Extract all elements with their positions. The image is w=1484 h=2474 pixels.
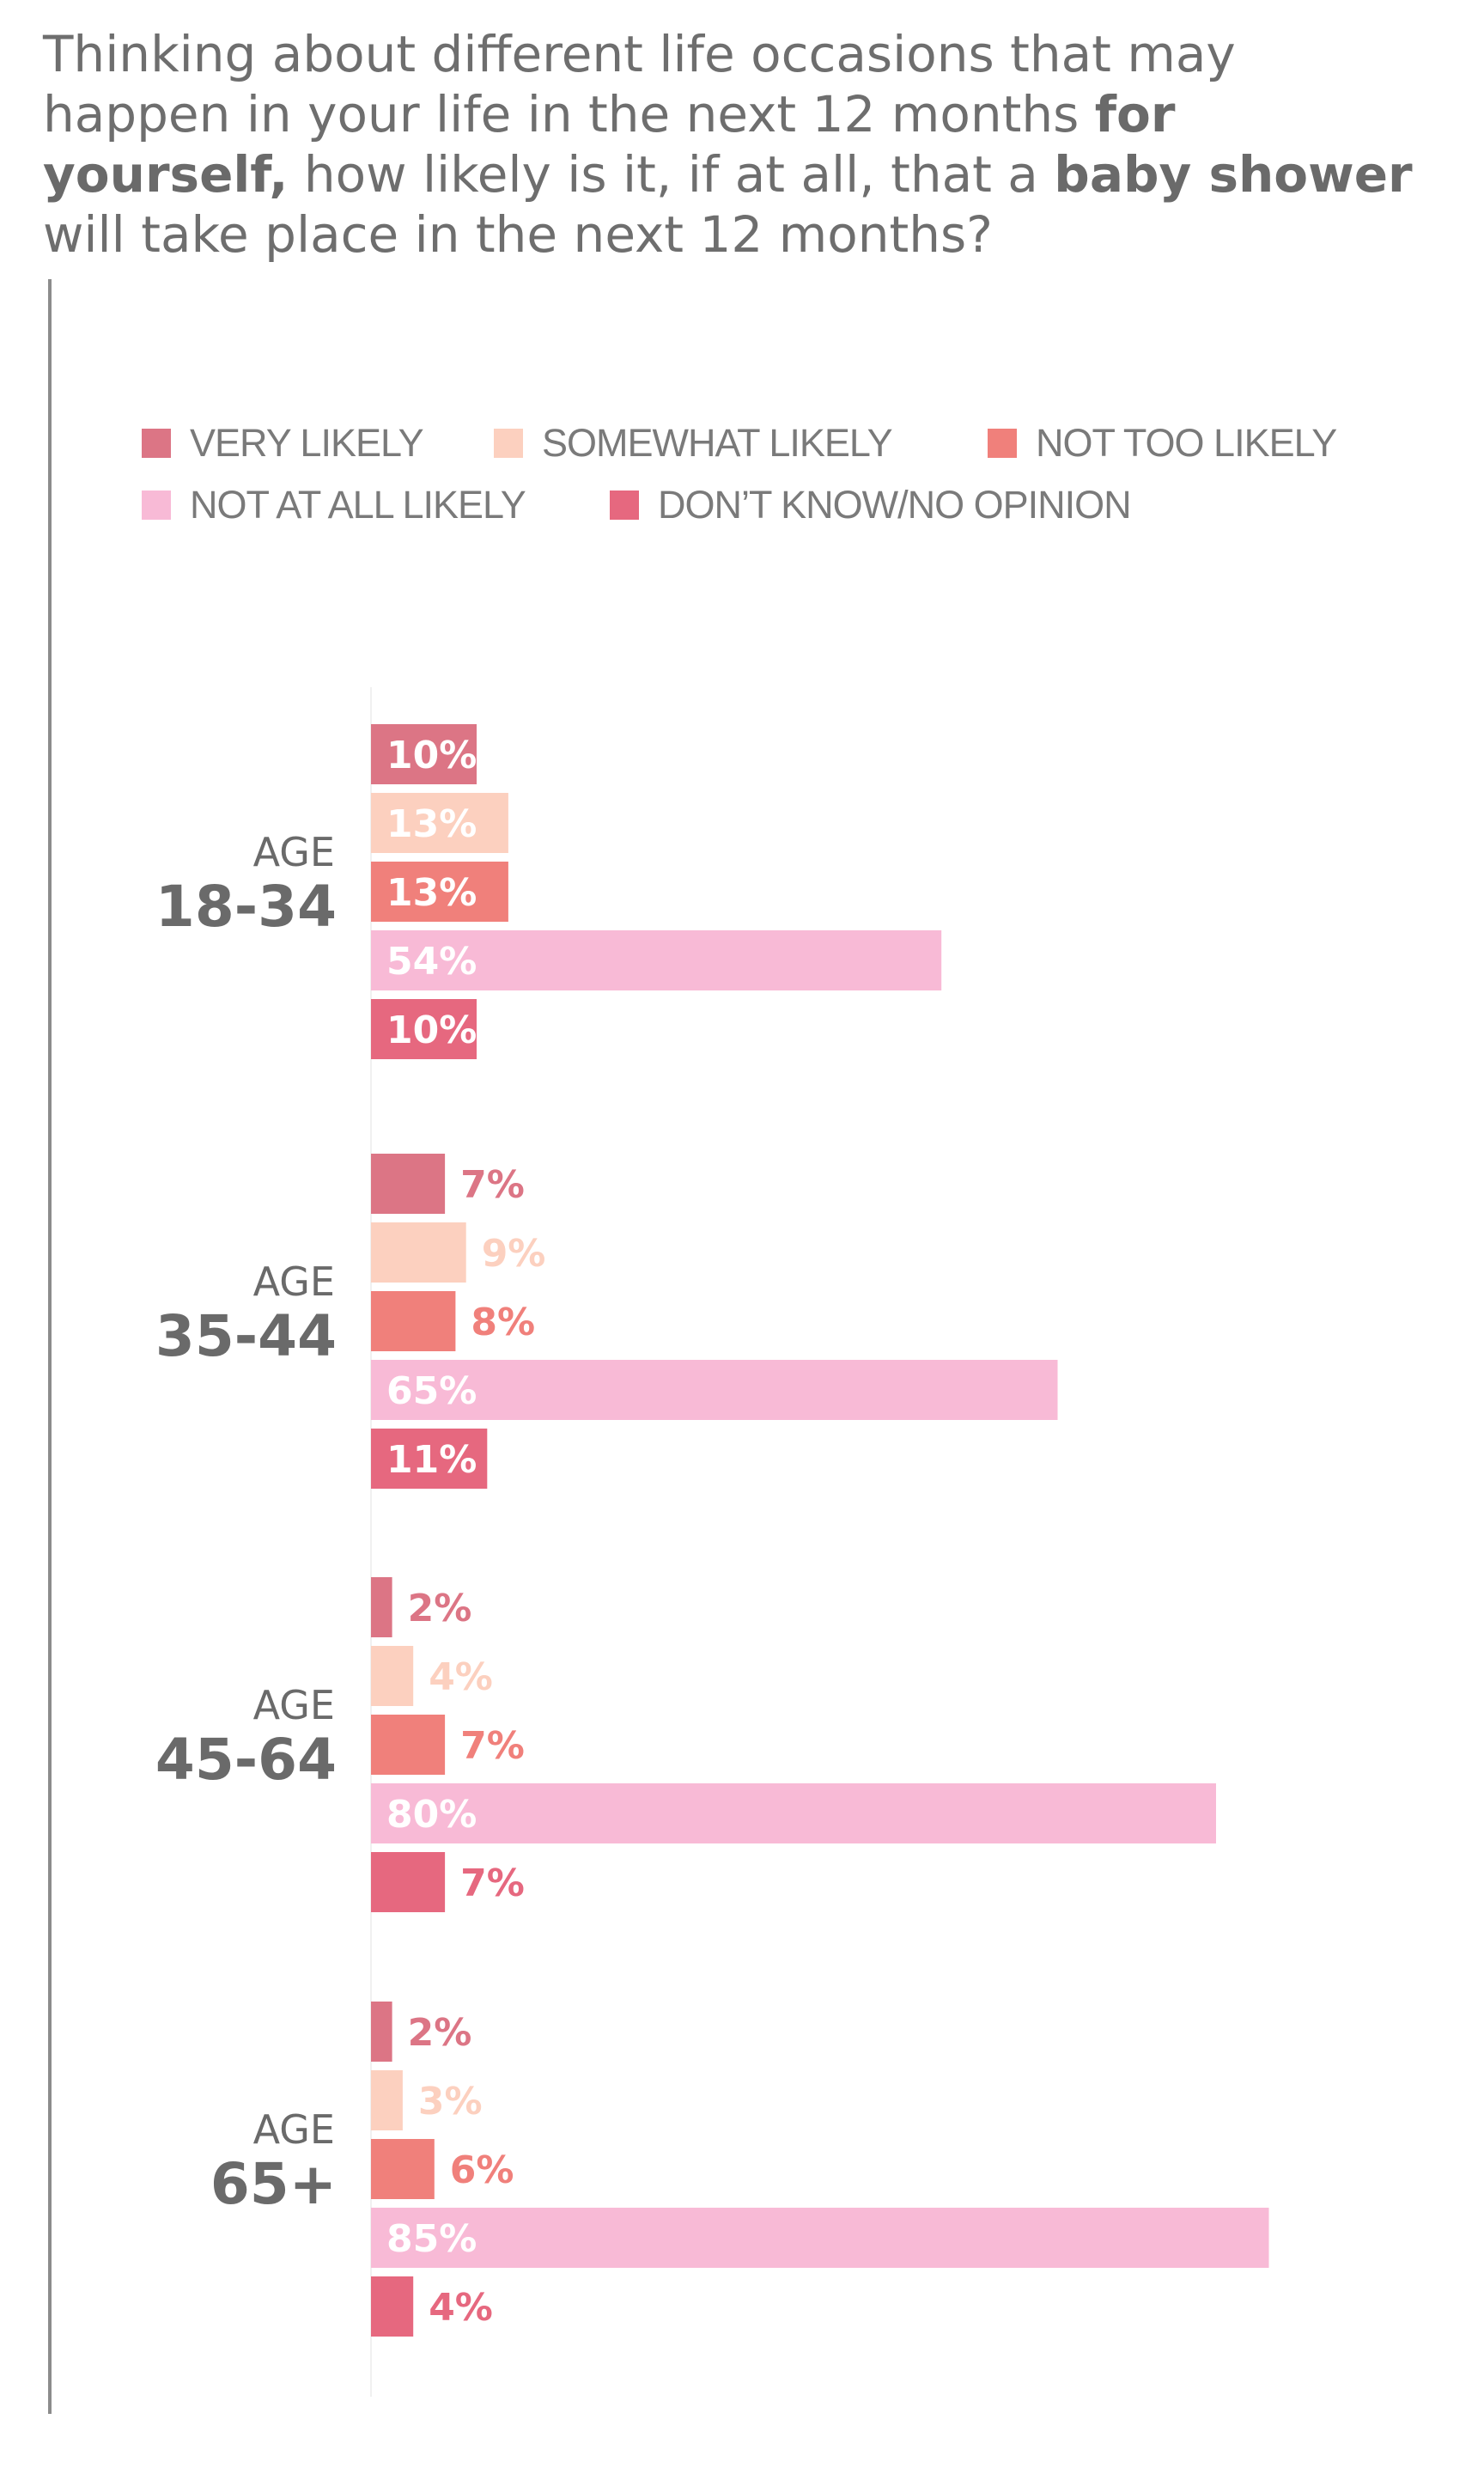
question-segment: will take place in the next 12 months? [43, 205, 993, 264]
legend-item: SOMEWHAT LIKELY [494, 421, 893, 466]
bar [371, 2070, 403, 2130]
data-label: 65% [386, 1369, 477, 1413]
data-label: 54% [386, 940, 477, 984]
data-label: 13% [386, 802, 477, 846]
data-label: 80% [386, 1793, 477, 1837]
bar [371, 793, 508, 853]
legend-label: SOMEWHAT LIKELY [542, 421, 893, 465]
bar [371, 1715, 446, 1775]
data-label: 2% [408, 2011, 472, 2055]
legend-swatch [610, 491, 639, 520]
group-label-top: AGE [253, 1258, 335, 1305]
data-label: 9% [482, 1232, 546, 1276]
data-label: 7% [460, 1724, 525, 1768]
legend-swatch [142, 491, 171, 520]
group-label-bottom: 45-64 [155, 1727, 337, 1793]
bar [371, 1222, 466, 1283]
bar [371, 1577, 392, 1637]
data-label: 10% [386, 734, 477, 777]
data-label: 8% [471, 1301, 535, 1344]
legend-label: NOT AT ALL LIKELY [190, 483, 526, 527]
legend-label: NOT TOO LIKELY [1036, 421, 1337, 465]
group-label-top: AGE [253, 2106, 335, 2153]
bar [371, 862, 508, 922]
data-label: 4% [429, 1655, 493, 1699]
question-segment: for yourself, [43, 85, 1176, 204]
bar [371, 1783, 1216, 1843]
bar [371, 1291, 456, 1351]
legend-swatch [988, 429, 1017, 458]
data-label: 13% [386, 871, 477, 915]
data-label: 11% [386, 1438, 477, 1482]
group-label-bottom: 65+ [210, 2151, 337, 2217]
bar [371, 930, 942, 990]
data-label: 7% [460, 1163, 525, 1207]
bar [371, 2139, 435, 2199]
bar [371, 2002, 392, 2062]
bar [371, 2276, 414, 2337]
question-segment: baby shower [1054, 145, 1413, 204]
data-label: 3% [418, 2080, 483, 2124]
question-segment: Thinking about different life occasions … [43, 25, 1236, 143]
bar [371, 2208, 1269, 2268]
data-label: 6% [450, 2148, 514, 2192]
bar [371, 1360, 1058, 1420]
group-label-bottom: 18-34 [155, 874, 337, 940]
question-segment: how likely is it, if at all, that a [288, 145, 1055, 204]
bar [371, 1646, 414, 1706]
data-label: 7% [460, 1862, 525, 1905]
group-label-top: AGE [253, 1682, 335, 1728]
legend-item: VERY LIKELY [142, 421, 424, 466]
group-label-top: AGE [253, 829, 335, 875]
data-label: 10% [386, 1008, 477, 1052]
legend-item: NOT TOO LIKELY [988, 421, 1337, 466]
legend-swatch [494, 429, 523, 458]
bar [371, 724, 477, 784]
bar [371, 1154, 446, 1214]
bar [371, 999, 477, 1059]
legend-label: DON’T KNOW/NO OPINION [658, 483, 1132, 527]
legend-label: VERY LIKELY [190, 421, 424, 465]
data-label: 85% [386, 2217, 477, 2261]
bar [371, 1429, 488, 1489]
group-label-bottom: 35-44 [155, 1303, 337, 1369]
legend-swatch [142, 429, 171, 458]
bar [371, 1852, 446, 1912]
question-title: Thinking about different life occasions … [43, 24, 1434, 265]
legend-item: DON’T KNOW/NO OPINION [610, 483, 1132, 527]
legend-item: NOT AT ALL LIKELY [142, 483, 526, 527]
data-label: 2% [408, 1587, 472, 1630]
data-label: 4% [429, 2286, 493, 2330]
left-rule [48, 279, 52, 2414]
